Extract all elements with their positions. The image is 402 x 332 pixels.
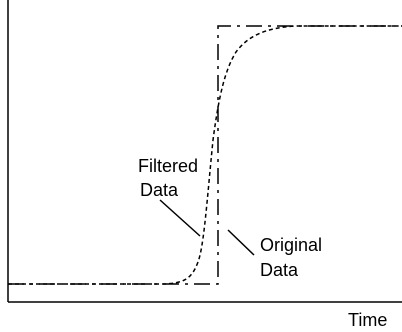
- original-label-line2: Data: [260, 260, 299, 280]
- filtered-label-line1: Filtered: [138, 156, 198, 176]
- filtered-label-line2: Data: [140, 180, 179, 200]
- x-axis-label: Time: [348, 310, 387, 330]
- original-data-curve: [8, 25, 402, 285]
- original-data-leader-line: [227, 229, 255, 256]
- filtered-data-curve: [8, 25, 402, 285]
- original-label-line1: Original: [260, 235, 322, 255]
- filtered-data-leader-line: [159, 199, 201, 237]
